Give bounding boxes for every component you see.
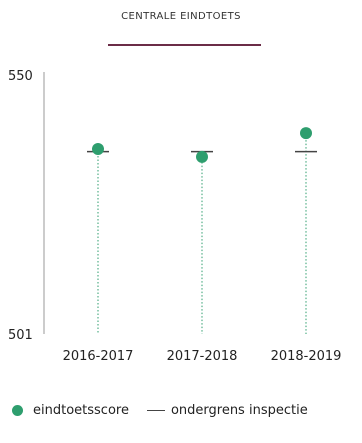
x-tick-labels: 2016-2017 2017-2018 2018-2019 [63, 349, 342, 364]
score-point-2017-2018 [196, 150, 208, 163]
chart-plot-area: 550 501 2016-2017 2017-2018 2018-2019 [8, 69, 342, 364]
title-underline [108, 44, 261, 46]
legend-line-icon [146, 409, 165, 411]
legend-label-ondergrens: ondergrens inspectie [170, 402, 308, 418]
x-tick-label-2016-2017: 2016-2017 [63, 349, 134, 364]
legend-dot-icon [12, 404, 23, 416]
x-tick-label-2017-2018: 2017-2018 [167, 349, 238, 364]
y-tick-label-0: 550 [8, 69, 33, 84]
y-tick-labels: 550 501 [8, 69, 33, 343]
drop-lines [97, 133, 307, 334]
score-points [92, 127, 312, 163]
legend-item-eindtoetsscore: eindtoetsscore [12, 403, 129, 418]
y-tick-label-1: 501 [8, 328, 33, 343]
score-point-2018-2019 [300, 127, 312, 140]
legend-item-ondergrens: ondergrens inspectie [146, 402, 308, 418]
x-tick-label-2018-2019: 2018-2019 [271, 349, 342, 364]
legend-label-eindtoetsscore: eindtoetsscore [33, 402, 129, 418]
score-point-2016-2017 [92, 143, 104, 155]
chart-title: CENTRALE EINDTOETS [121, 11, 241, 22]
legend: eindtoetsscore ondergrens inspectie [12, 400, 326, 420]
